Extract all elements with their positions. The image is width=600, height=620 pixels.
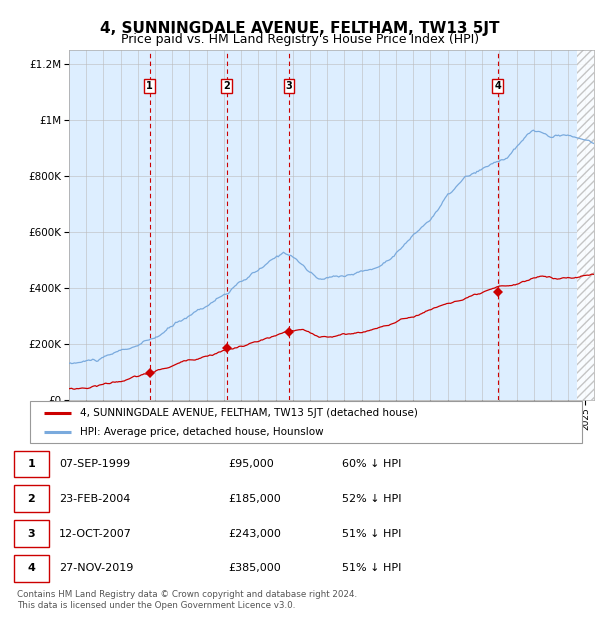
Text: 12-OCT-2007: 12-OCT-2007 <box>59 529 131 539</box>
Text: 3: 3 <box>286 81 293 91</box>
Text: 2: 2 <box>223 81 230 91</box>
Text: 4, SUNNINGDALE AVENUE, FELTHAM, TW13 5JT (detached house): 4, SUNNINGDALE AVENUE, FELTHAM, TW13 5JT… <box>80 407 418 417</box>
Text: 51% ↓ HPI: 51% ↓ HPI <box>342 564 401 574</box>
Text: £95,000: £95,000 <box>228 459 274 469</box>
Text: £243,000: £243,000 <box>228 529 281 539</box>
Text: 1: 1 <box>146 81 153 91</box>
Text: Price paid vs. HM Land Registry's House Price Index (HPI): Price paid vs. HM Land Registry's House … <box>121 33 479 46</box>
Text: 4: 4 <box>494 81 501 91</box>
Polygon shape <box>577 50 594 400</box>
Text: 3: 3 <box>28 529 35 539</box>
FancyBboxPatch shape <box>30 401 582 443</box>
Text: 4, SUNNINGDALE AVENUE, FELTHAM, TW13 5JT: 4, SUNNINGDALE AVENUE, FELTHAM, TW13 5JT <box>100 21 500 36</box>
Text: 52% ↓ HPI: 52% ↓ HPI <box>342 494 401 503</box>
Text: 27-NOV-2019: 27-NOV-2019 <box>59 564 133 574</box>
Text: £385,000: £385,000 <box>228 564 281 574</box>
Text: 23-FEB-2004: 23-FEB-2004 <box>59 494 130 503</box>
Text: 1: 1 <box>28 459 35 469</box>
Text: 60% ↓ HPI: 60% ↓ HPI <box>342 459 401 469</box>
Text: 07-SEP-1999: 07-SEP-1999 <box>59 459 130 469</box>
Text: 51% ↓ HPI: 51% ↓ HPI <box>342 529 401 539</box>
Text: £185,000: £185,000 <box>228 494 281 503</box>
Text: Contains HM Land Registry data © Crown copyright and database right 2024.
This d: Contains HM Land Registry data © Crown c… <box>17 590 357 609</box>
Text: 4: 4 <box>27 564 35 574</box>
Text: 2: 2 <box>28 494 35 503</box>
Text: HPI: Average price, detached house, Hounslow: HPI: Average price, detached house, Houn… <box>80 427 323 437</box>
